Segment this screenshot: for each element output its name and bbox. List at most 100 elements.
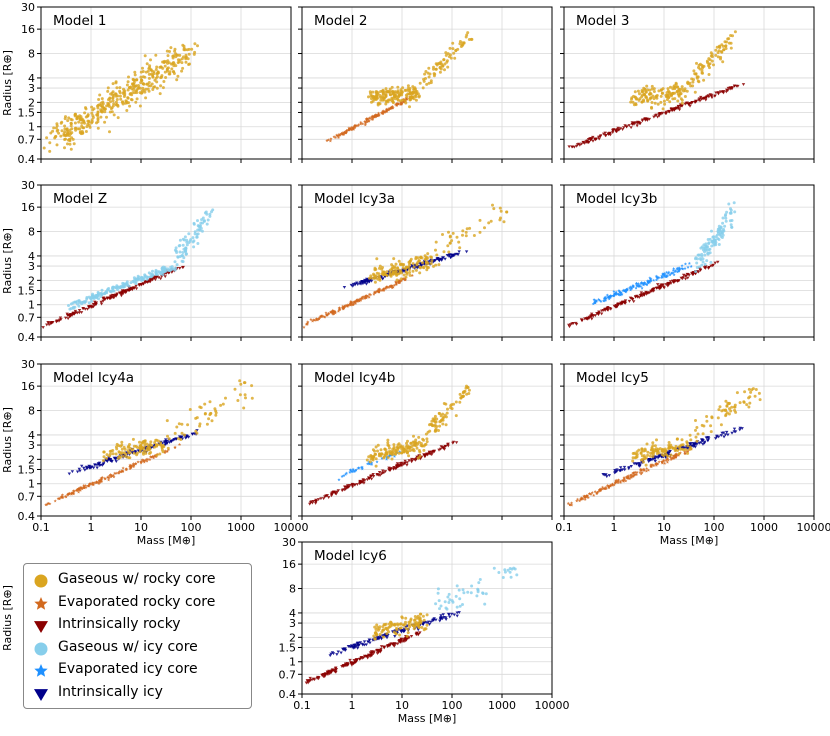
- point-evap_rocky: [337, 306, 341, 310]
- point-gas_icy: [71, 306, 75, 310]
- point-gas_rocky: [87, 119, 91, 123]
- point-gas_rocky: [155, 75, 159, 79]
- point-gas_rocky: [408, 268, 411, 272]
- point-intr_rocky: [676, 105, 681, 109]
- point-gas_rocky: [653, 101, 657, 105]
- point-gas_icy: [198, 227, 201, 231]
- point-gas_rocky: [399, 444, 403, 448]
- point-gas_rocky: [451, 231, 455, 235]
- point-gas_rocky: [135, 97, 139, 101]
- point-gas_rocky: [155, 453, 159, 457]
- point-intr_icy: [668, 449, 672, 453]
- point-evap_rocky: [354, 124, 358, 128]
- point-gas_icy: [439, 604, 443, 608]
- point-evap_icy: [370, 461, 374, 465]
- point-gas_rocky: [142, 452, 145, 456]
- point-intr_rocky: [666, 284, 670, 288]
- point-intr_icy: [379, 637, 384, 641]
- point-intr_rocky: [118, 291, 122, 295]
- point-gas_rocky: [397, 451, 401, 455]
- point-intr_rocky: [432, 450, 437, 454]
- point-gas_rocky: [378, 453, 382, 457]
- y-tick-label: 8: [289, 583, 296, 596]
- point-evap_rocky: [390, 106, 394, 110]
- point-gas_rocky: [420, 256, 424, 260]
- point-gas_rocky: [403, 99, 407, 102]
- point-gas_icy: [205, 222, 209, 226]
- point-evap_rocky: [350, 300, 354, 304]
- point-gas_rocky: [100, 97, 104, 101]
- point-evap_rocky: [378, 287, 382, 291]
- point-gas_icy: [445, 607, 449, 611]
- point-gas_rocky: [451, 41, 455, 45]
- point-gas_rocky: [707, 73, 711, 76]
- point-gas_rocky: [158, 92, 162, 96]
- point-gas_rocky: [673, 446, 677, 450]
- point-intr_icy: [701, 442, 705, 446]
- point-intr_rocky: [68, 314, 72, 318]
- point-intr_icy: [706, 439, 710, 443]
- point-gas_rocky: [386, 100, 390, 104]
- point-evap_rocky: [634, 472, 639, 476]
- point-gas_rocky: [442, 250, 446, 254]
- point-gas_icy: [466, 590, 470, 594]
- point-intr_icy: [447, 254, 451, 258]
- legend-item-gas-icy: Gaseous w/ icy core: [24, 638, 253, 659]
- x-axis-label: Mass [M⊕]: [137, 534, 195, 547]
- point-intr_rocky: [633, 295, 638, 299]
- point-evap_icy: [681, 267, 685, 271]
- point-evap_rocky: [56, 496, 60, 500]
- point-gas_rocky: [409, 441, 413, 445]
- point-gas_rocky: [393, 452, 397, 456]
- point-gas_rocky: [418, 454, 422, 458]
- point-gas_rocky: [186, 423, 190, 427]
- point-intr_rocky: [633, 121, 638, 125]
- point-intr_icy: [97, 464, 102, 468]
- point-evap_icy: [356, 466, 360, 470]
- point-gas_icy: [181, 243, 185, 247]
- point-gas_rocky: [198, 422, 202, 426]
- scatter-points: [41, 208, 215, 329]
- point-gas_rocky: [160, 446, 164, 450]
- point-gas_icy: [704, 242, 708, 246]
- point-evap_rocky: [84, 485, 88, 489]
- point-evap_icy: [689, 264, 693, 268]
- point-gas_rocky: [669, 443, 673, 447]
- point-gas_rocky: [114, 100, 118, 104]
- point-gas_rocky: [688, 433, 692, 437]
- point-gas_rocky: [391, 89, 395, 93]
- point-gas_rocky: [120, 447, 124, 451]
- point-gas_rocky: [242, 406, 246, 410]
- point-evap_icy: [621, 289, 625, 293]
- point-evap_rocky: [91, 482, 95, 486]
- point-gas_rocky: [48, 149, 52, 153]
- point-evap_rocky: [669, 457, 673, 461]
- point-intr_rocky: [638, 122, 642, 126]
- point-gas_rocky: [109, 100, 112, 104]
- point-evap_icy: [354, 468, 358, 472]
- point-gas_icy: [175, 263, 179, 267]
- point-evap_rocky: [328, 139, 333, 143]
- point-gas_rocky: [184, 60, 188, 64]
- point-gas_icy: [512, 566, 516, 570]
- point-gas_icy: [703, 262, 707, 266]
- point-evap_rocky: [65, 493, 70, 497]
- point-gas_rocky: [114, 452, 118, 456]
- point-intr_icy: [447, 613, 451, 617]
- y-tick-label: 4: [289, 607, 296, 620]
- point-evap_rocky: [373, 114, 378, 118]
- point-evap_rocky: [341, 307, 345, 311]
- point-intr_rocky: [379, 472, 384, 476]
- point-evap_rocky: [80, 486, 84, 490]
- point-gas_rocky: [169, 46, 173, 50]
- y-tick-label: 2: [28, 453, 35, 466]
- point-gas_rocky: [90, 111, 94, 115]
- point-gas_icy: [694, 256, 698, 260]
- point-gas_rocky: [635, 453, 639, 456]
- point-intr_rocky: [306, 681, 310, 685]
- point-intr_rocky: [311, 500, 315, 503]
- point-intr_rocky: [721, 91, 726, 95]
- point-intr_rocky: [120, 289, 125, 293]
- point-gas_rocky: [102, 450, 106, 454]
- point-gas_rocky: [418, 81, 422, 85]
